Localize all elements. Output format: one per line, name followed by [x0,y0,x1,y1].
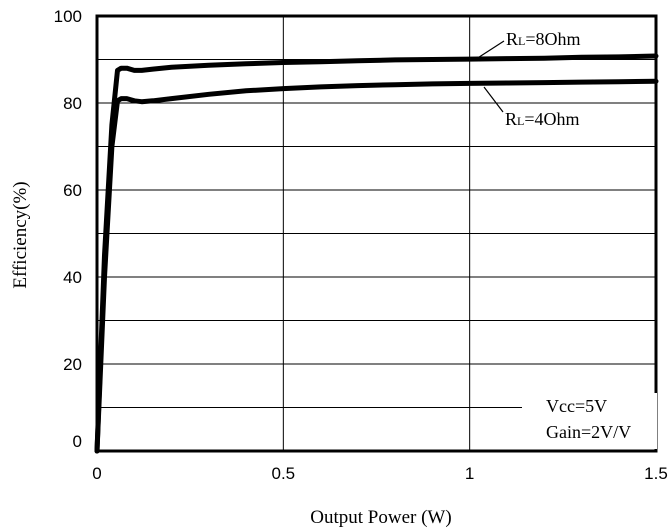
x-tick-label: 0.5 [272,464,296,483]
conditions-box [522,393,657,449]
x-tick-label: 1 [465,464,474,483]
x-axis-label: Output Power (W) [310,507,451,528]
series-label-8ohm-r: R [506,29,518,49]
plot-frame [95,14,658,453]
y-tick-label: 100 [54,7,82,26]
y-tick-label: 40 [63,268,82,287]
series-label-8ohm: RL=8Ohm [506,29,581,49]
series-label-leader-8ohm [472,40,505,62]
series-label-8ohm-sub: L [518,34,525,48]
condition-gain: Gain=2V/V [546,422,631,442]
x-tick-label: 0 [92,464,101,483]
series-line-8ohm [94,53,659,454]
x-tick-label: 1.5 [644,464,668,483]
y-axis-label: Efficiency(%) [10,181,31,288]
series-label-8ohm-rest: =8Ohm [525,29,580,49]
series-label-leader-4ohm [483,86,504,113]
y-tick-label: 80 [63,94,82,113]
series-label-4ohm-rest: =4Ohm [524,109,579,129]
y-tick-label: 60 [63,181,82,200]
tick-labels: 0 0.5 1 1.5 0 20 40 60 80 100 [54,7,668,483]
series-label-4ohm: RL=4Ohm [505,109,580,129]
series-line-4ohm [94,78,659,454]
series-label-4ohm-r: R [505,109,517,129]
condition-vcc: Vcc=5V [546,396,607,416]
y-tick-label: 0 [73,432,82,451]
y-tick-label: 20 [63,355,82,374]
series-label-4ohm-sub: L [517,114,524,128]
series-layer [94,53,659,454]
